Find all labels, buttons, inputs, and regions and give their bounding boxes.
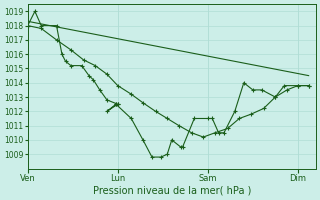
X-axis label: Pression niveau de la mer( hPa ): Pression niveau de la mer( hPa ) [92, 186, 251, 196]
